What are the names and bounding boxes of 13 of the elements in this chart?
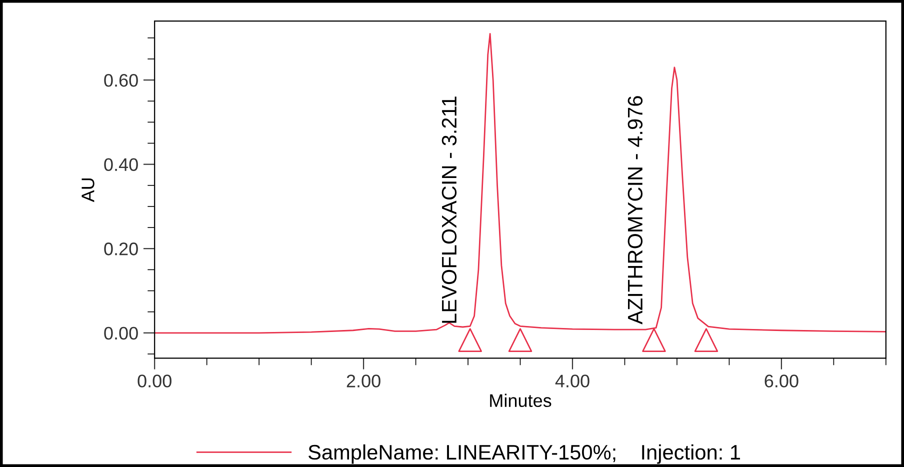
y-tick-label: 0.60	[104, 74, 138, 87]
y-tick-label: 0.00	[104, 326, 138, 340]
x-tick-label: 2.00	[346, 374, 380, 388]
x-tick-label: 4.00	[555, 374, 590, 388]
y-tick-label: 0.40	[104, 158, 138, 172]
x-tick-label: 0.00	[138, 374, 172, 388]
annotation: LEVOFLOXACIN - 3.211	[442, 96, 457, 323]
annotation: AZITHROMYCIN - 4.976	[628, 96, 643, 324]
y-axis-title: AU	[82, 178, 94, 202]
x-tick-label: 6.00	[764, 374, 798, 388]
y-tick-label: 0.20	[104, 242, 138, 256]
legend-label: SampleName: LINEARITY-150%; Injection: 1	[308, 444, 740, 464]
x-axis-title: Minutes	[490, 394, 552, 408]
